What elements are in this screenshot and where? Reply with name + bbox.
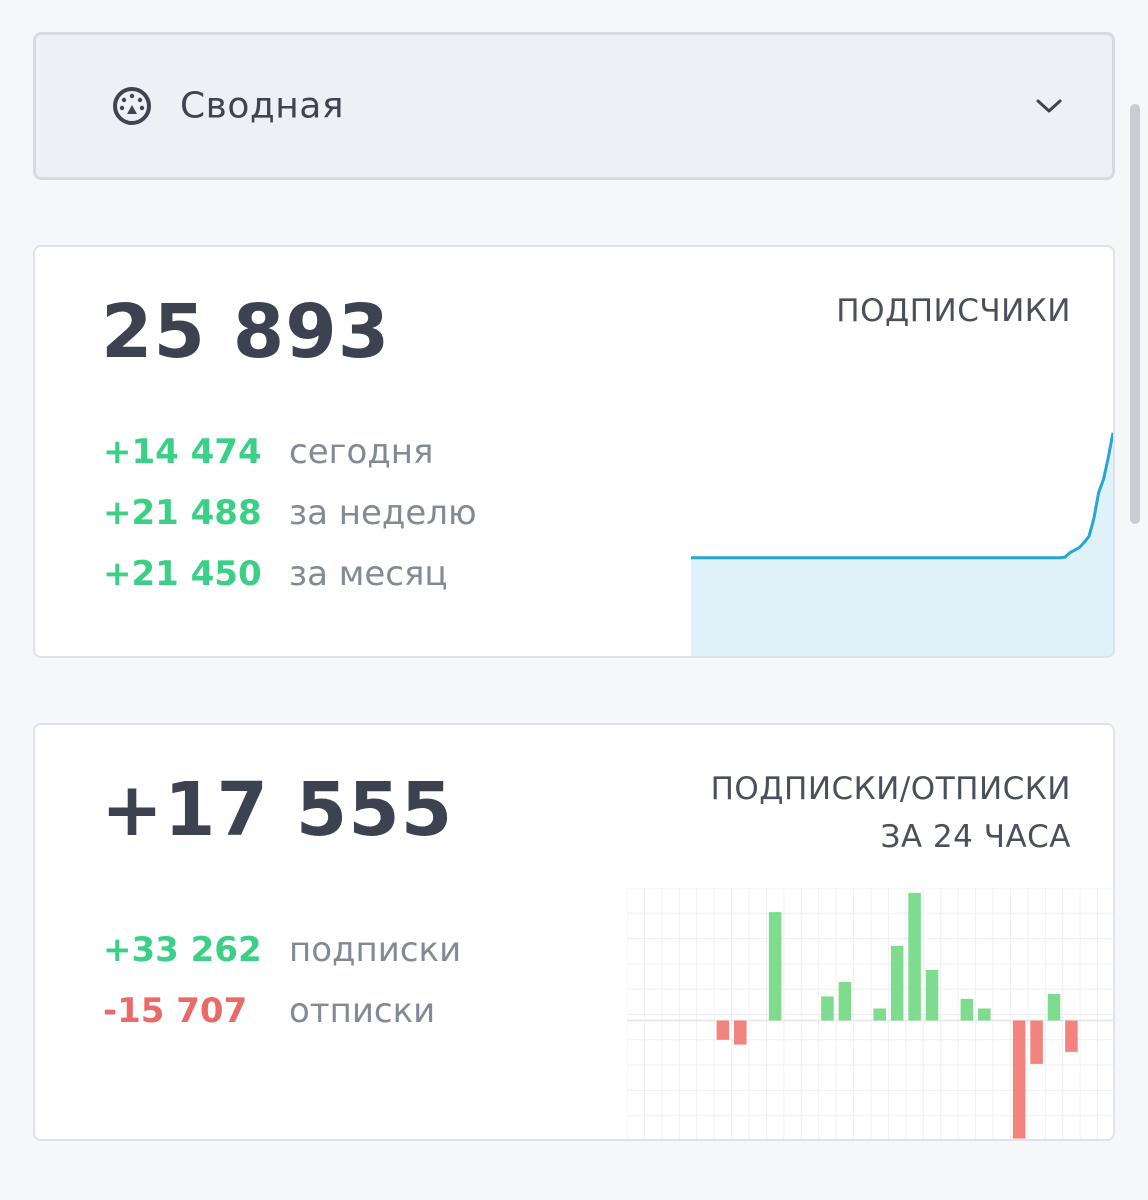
card-title-line2: ЗА 24 ЧАСА: [880, 819, 1071, 855]
dashboard-gauge-icon: [113, 87, 151, 125]
card-title-line1: ПОДПИСКИ/ОТПИСКИ: [710, 771, 1071, 807]
stat-value: +33 262: [103, 930, 262, 970]
bar: [768, 912, 782, 1021]
stat-value: +14 474: [103, 432, 262, 472]
bar: [873, 1008, 886, 1021]
bar: [1047, 994, 1061, 1021]
bar: [821, 996, 834, 1021]
stat-value: +21 450: [103, 554, 262, 594]
stat-row-week: +21 488 за неделю: [103, 488, 477, 538]
stat-row-today: +14 474 сегодня: [103, 427, 433, 477]
stat-label: за месяц: [289, 554, 448, 594]
bar: [908, 892, 921, 1021]
bar: [890, 945, 904, 1021]
subs-unsubs-bar-chart: [627, 888, 1113, 1139]
subscribers-growth-chart: [691, 432, 1113, 656]
bar: [734, 1020, 747, 1045]
bar: [838, 981, 852, 1021]
subscribers-card-title: ПОДПИСЧИКИ: [836, 293, 1071, 329]
bar: [1065, 1020, 1078, 1052]
series-area: [691, 432, 1113, 656]
stat-label: за неделю: [289, 493, 477, 533]
stat-value: -15 707: [103, 991, 248, 1031]
bar: [925, 969, 939, 1021]
bar: [1030, 1020, 1043, 1064]
bar: [716, 1020, 730, 1040]
stat-row-subscriptions: +33 262 подписки: [103, 925, 461, 975]
net-change-total: +17 555: [101, 767, 454, 853]
stat-label: отписки: [289, 991, 436, 1031]
scrollbar[interactable]: [1130, 104, 1140, 524]
subscribers-card: 25 893 ПОДПИСЧИКИ +14 474 сегодня +21 48…: [33, 245, 1115, 658]
subs-unsubs-card-title: ПОДПИСКИ/ОТПИСКИ ЗА 24 ЧАСА: [711, 765, 1071, 861]
subs-unsubs-card: +17 555 ПОДПИСКИ/ОТПИСКИ ЗА 24 ЧАСА +33 …: [33, 723, 1115, 1141]
bar: [1012, 1020, 1026, 1139]
stat-row-month: +21 450 за месяц: [103, 549, 448, 599]
stat-row-unsubscriptions: -15 707 отписки: [103, 986, 435, 1036]
stat-value: +21 488: [103, 493, 262, 533]
stat-label: подписки: [289, 930, 462, 970]
dashboard-selector-label: Сводная: [180, 85, 345, 127]
stat-label: сегодня: [289, 432, 434, 472]
subscribers-total: 25 893: [101, 289, 391, 375]
bar: [978, 1008, 991, 1021]
bar: [960, 998, 974, 1021]
dashboard-selector[interactable]: Сводная: [33, 32, 1115, 180]
chevron-down-icon[interactable]: [1034, 96, 1064, 116]
series-line: [691, 432, 1113, 560]
